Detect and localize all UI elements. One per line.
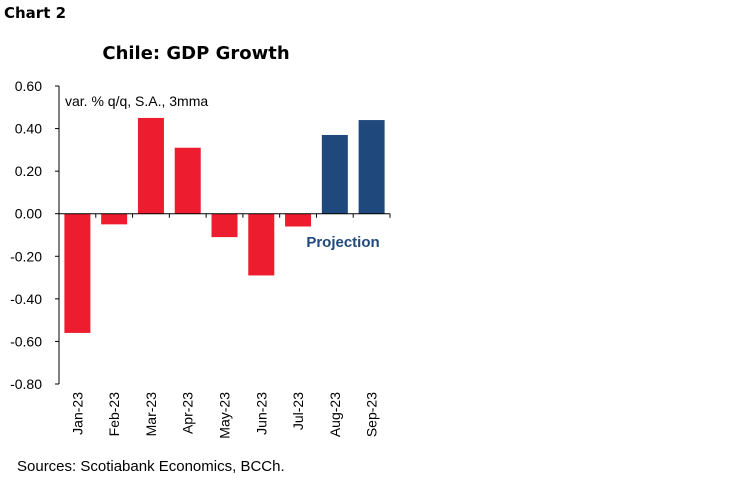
y-tick-label: 0.40 <box>15 121 42 137</box>
chart-subtitle: var. % q/q, S.A., 3mma <box>65 93 208 109</box>
bar-apr-23 <box>174 147 201 214</box>
bar-jul-23 <box>285 213 312 227</box>
y-tick-label: 0.20 <box>15 163 42 179</box>
bar-may-23 <box>211 213 238 238</box>
bar-jun-23 <box>248 213 275 276</box>
bar-sep-23 <box>358 120 385 214</box>
y-tick-label: -0.20 <box>10 248 42 264</box>
y-tick-label: -0.80 <box>10 376 42 392</box>
projection-annotation: Projection <box>306 234 379 251</box>
x-tick-label: Jul-23 <box>290 392 306 430</box>
y-tick-label: -0.60 <box>10 333 42 349</box>
x-tick-label: Sep-23 <box>364 392 380 437</box>
bar-mar-23 <box>137 117 164 214</box>
bar-jan-23 <box>64 213 91 333</box>
x-tick-label: Feb-23 <box>106 392 122 437</box>
bar-feb-23 <box>101 213 128 225</box>
bar-aug-23 <box>321 134 348 214</box>
x-tick-label: Aug-23 <box>327 392 343 437</box>
x-tick-label: Jan-23 <box>69 392 85 435</box>
chart-title: Chile: GDP Growth <box>102 43 289 64</box>
x-tick-label: Jun-23 <box>253 392 269 435</box>
x-tick-label: Mar-23 <box>143 392 159 437</box>
sources-note: Sources: Scotiabank Economics, BCCh. <box>17 458 285 475</box>
x-tick-label: May-23 <box>217 392 233 439</box>
y-tick-label: 0.00 <box>15 206 42 222</box>
y-tick-label: 0.60 <box>15 78 42 94</box>
y-tick-label: -0.40 <box>10 291 42 307</box>
chart-label: Chart 2 <box>4 4 67 22</box>
x-tick-label: Apr-23 <box>180 392 196 434</box>
